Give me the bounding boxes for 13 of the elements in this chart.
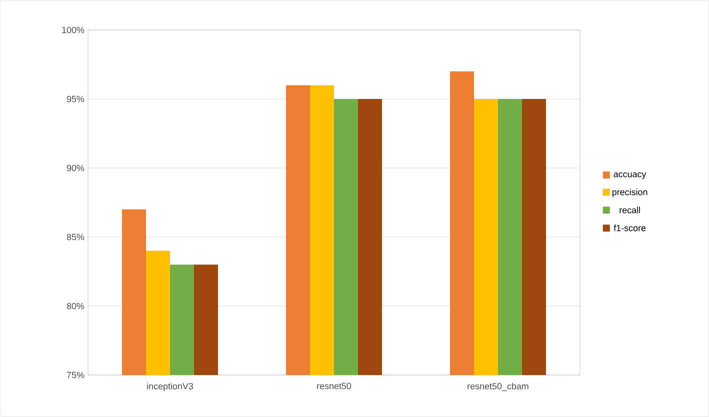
x-tick-label: resnet50_cbam xyxy=(468,382,528,392)
y-tick-label: 90% xyxy=(66,164,84,172)
legend-label: recall xyxy=(620,206,640,214)
x-tick-label: resnet50 xyxy=(317,382,352,390)
y-tick-label: 85% xyxy=(66,234,84,240)
y-tick-label: 75% xyxy=(66,372,84,378)
legend-label: precision xyxy=(612,188,648,198)
x-tick-label: inceptionV3 xyxy=(147,382,194,392)
y-tick-label: 80% xyxy=(66,302,84,310)
y-tick-label: 95% xyxy=(66,96,84,102)
legend-label: f1-score xyxy=(614,224,646,232)
y-tick-label: 100% xyxy=(62,26,84,34)
legend-label: accuacy xyxy=(614,172,646,180)
